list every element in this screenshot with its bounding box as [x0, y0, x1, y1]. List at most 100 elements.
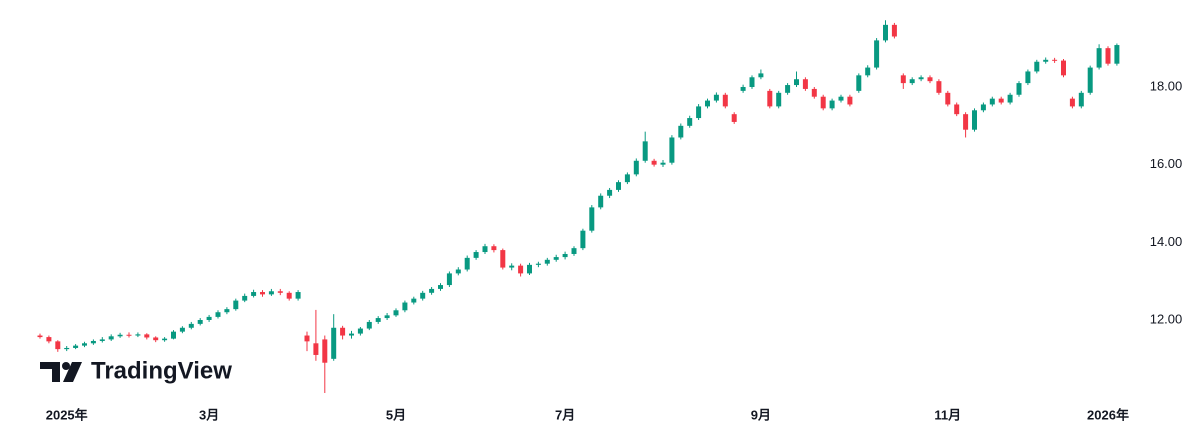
candle-body — [251, 292, 257, 296]
candle-body — [99, 339, 105, 341]
candle-body — [366, 321, 372, 329]
candle-body — [64, 347, 70, 350]
candle-body — [1096, 48, 1102, 68]
candle-body — [820, 96, 826, 109]
candle-body — [642, 141, 648, 161]
candle-body — [500, 250, 506, 268]
candle-body — [580, 230, 586, 249]
candle-body — [696, 106, 702, 119]
candle-body — [1078, 92, 1084, 107]
candle-body — [936, 81, 942, 93]
candle-body — [206, 316, 212, 320]
candle-body — [1016, 83, 1022, 95]
candle-body — [375, 318, 381, 322]
candle-body — [295, 292, 301, 299]
candle-body — [722, 94, 728, 107]
candle-body — [1061, 60, 1066, 76]
candle-body — [402, 302, 408, 311]
candle-body — [277, 291, 283, 293]
candle-body — [1025, 71, 1031, 84]
candle-body — [313, 343, 319, 355]
candle-body — [73, 345, 79, 348]
candle-body — [233, 300, 239, 310]
candle-body — [393, 310, 399, 316]
candle-body — [954, 104, 960, 115]
watermark: TradingView — [91, 357, 232, 384]
candle-body — [340, 327, 346, 336]
x-tick-label: 3月 — [199, 407, 219, 422]
candle-body — [224, 309, 230, 313]
candle-body — [900, 75, 906, 84]
y-tick-label: 12.00 — [1150, 311, 1183, 326]
candle-body — [117, 334, 123, 337]
candle-body — [553, 257, 559, 260]
logo-icon — [40, 362, 60, 382]
y-tick-label: 14.00 — [1150, 234, 1183, 249]
candle-body — [998, 98, 1004, 103]
candle-body — [874, 40, 880, 68]
candle-body — [829, 100, 835, 109]
candle-body — [616, 182, 621, 190]
candle-body — [286, 292, 292, 299]
candle-body — [660, 162, 666, 165]
candle-body — [945, 92, 951, 105]
candle-body — [491, 246, 497, 251]
candle-body — [46, 337, 52, 342]
candle-body — [304, 335, 310, 342]
candle-body — [927, 77, 933, 82]
candle-body — [482, 246, 488, 253]
candle-body — [1114, 45, 1120, 64]
candle-body — [802, 79, 808, 89]
candle-body — [794, 79, 799, 86]
candle-body — [438, 285, 443, 289]
candle-body — [1043, 59, 1049, 62]
candle-body — [242, 295, 248, 301]
candle-body — [749, 77, 755, 87]
candle-body — [144, 334, 150, 338]
candle-body — [562, 253, 568, 258]
candle-body — [90, 340, 96, 344]
candle-body — [544, 259, 550, 264]
candle-body — [624, 174, 630, 183]
candle-body — [972, 110, 977, 130]
candle-body — [776, 92, 782, 107]
logo-icon — [62, 362, 70, 370]
candle-body — [1105, 48, 1111, 64]
candle-body — [55, 341, 61, 350]
candle-body — [633, 160, 639, 175]
candle-body — [1034, 61, 1040, 72]
candle-body — [535, 263, 541, 265]
candle-body — [260, 292, 265, 295]
candle-body — [678, 125, 684, 138]
candle-body — [357, 328, 363, 334]
candle-body — [918, 77, 924, 80]
candle-body — [980, 104, 986, 111]
candle-body — [108, 336, 114, 340]
y-tick-label: 16.00 — [1150, 156, 1183, 171]
candle-body — [473, 252, 479, 258]
candle-body — [598, 195, 604, 208]
candle-body — [651, 160, 657, 165]
candle-body — [1069, 98, 1075, 107]
candle-body — [179, 327, 185, 332]
candle-body — [705, 100, 710, 107]
logo-icon — [63, 362, 82, 382]
candle-body — [838, 96, 844, 101]
candle-body — [785, 85, 791, 93]
candle-body — [162, 338, 168, 341]
candle-body — [767, 90, 773, 107]
candle-body — [331, 327, 337, 359]
candle-body — [687, 118, 693, 126]
candle-body — [713, 94, 719, 101]
candle-body — [429, 288, 435, 293]
candle-body — [322, 339, 328, 363]
candle-body — [197, 320, 203, 324]
candle-body — [171, 331, 176, 339]
x-tick-label: 5月 — [386, 407, 406, 422]
candle-body — [215, 312, 221, 317]
candle-body — [731, 114, 737, 122]
candle-body — [527, 264, 532, 274]
candle-body — [82, 343, 87, 346]
candle-body — [518, 265, 524, 274]
